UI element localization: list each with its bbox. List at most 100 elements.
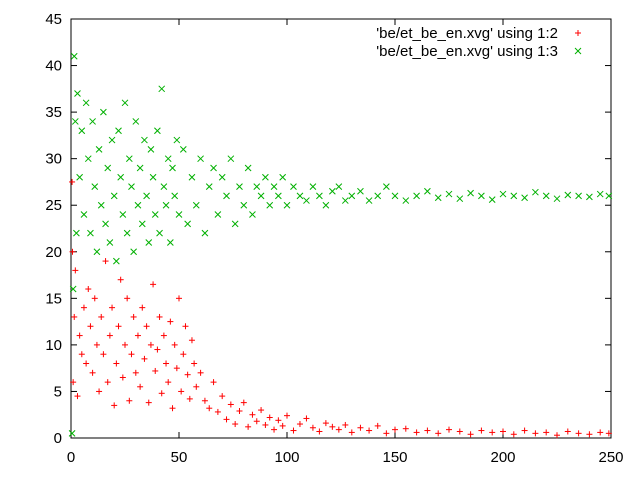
x-tick-label: 100 [274, 449, 299, 466]
data-point [138, 220, 146, 228]
data-point [348, 192, 356, 200]
data-point [586, 431, 593, 438]
data-point [130, 248, 137, 256]
data-point [169, 405, 176, 412]
data-point [145, 399, 152, 406]
data-point [73, 229, 80, 237]
data-point [391, 192, 399, 200]
data-point [188, 173, 196, 181]
data-point [143, 192, 150, 200]
y-tick-label: 30 [45, 151, 62, 168]
data-point [130, 313, 137, 320]
data-point [542, 192, 550, 200]
data-point [71, 313, 78, 320]
x-tick-label: 200 [490, 449, 515, 466]
data-point [478, 427, 485, 434]
data-point [180, 351, 187, 358]
data-point [296, 421, 303, 428]
data-point [125, 155, 133, 163]
data-point [115, 127, 122, 135]
data-point [167, 239, 174, 246]
data-point [510, 431, 517, 438]
data-point [74, 90, 81, 97]
data-point [104, 379, 111, 386]
data-point [106, 239, 114, 246]
data-point [186, 395, 193, 402]
data-point [119, 211, 127, 218]
data-point [322, 420, 329, 427]
legend-marker [574, 47, 582, 55]
data-point [262, 173, 269, 181]
data-point [179, 146, 187, 153]
data-point [219, 393, 226, 400]
data-point [283, 201, 291, 209]
x-axis: 0 50 100 150 200 250 [67, 19, 624, 466]
data-point [91, 183, 99, 190]
data-point [173, 365, 180, 372]
data-point [383, 430, 390, 437]
data-point [279, 173, 287, 181]
data-point [365, 197, 373, 204]
data-point [164, 155, 172, 163]
data-point [435, 430, 442, 437]
data-point [303, 197, 310, 204]
data-point [210, 164, 217, 172]
data-point [456, 195, 464, 203]
data-point [113, 257, 120, 265]
data-point [93, 248, 101, 256]
data-point [290, 183, 297, 190]
data-point [69, 178, 76, 185]
data-point [270, 183, 278, 190]
data-point [231, 220, 239, 228]
data-point [98, 313, 105, 320]
data-point [605, 430, 612, 437]
y-tick-label: 5 [54, 383, 62, 400]
data-point [132, 118, 140, 125]
data-point [141, 355, 148, 362]
data-point [147, 146, 155, 153]
data-point [154, 127, 161, 135]
data-point [108, 136, 116, 144]
data-point [232, 421, 239, 428]
y-axis: 0 5 10 15 20 25 30 35 40 45 [45, 11, 611, 447]
data-point [117, 276, 124, 283]
data-point [158, 390, 165, 397]
data-point [275, 417, 282, 424]
data-point [156, 229, 163, 237]
data-point [69, 248, 76, 255]
data-point [182, 323, 189, 330]
data-point [147, 341, 154, 348]
data-point [262, 421, 269, 428]
data-point [193, 383, 200, 390]
data-point [521, 427, 528, 434]
data-point [521, 194, 528, 202]
data-point [424, 427, 431, 434]
series-1 [69, 178, 612, 439]
data-point [184, 220, 191, 228]
data-point [392, 426, 398, 433]
data-point [115, 323, 122, 330]
data-point [284, 412, 290, 419]
data-point [68, 429, 76, 437]
data-point [128, 183, 135, 190]
data-point [266, 414, 273, 421]
data-point [163, 360, 170, 367]
data-point [413, 192, 420, 200]
data-point [227, 155, 235, 163]
data-point [70, 52, 78, 60]
data-point [96, 388, 103, 395]
data-point [214, 211, 222, 218]
data-point [279, 422, 286, 429]
data-point [303, 415, 310, 422]
data-point [100, 108, 107, 116]
data-point [296, 192, 304, 200]
data-point [206, 405, 213, 412]
data-point [71, 118, 79, 125]
data-point [160, 183, 168, 190]
data-point [467, 431, 474, 438]
data-point [227, 401, 234, 408]
data-point [275, 192, 282, 200]
data-point [84, 155, 92, 163]
data-point [357, 187, 364, 195]
